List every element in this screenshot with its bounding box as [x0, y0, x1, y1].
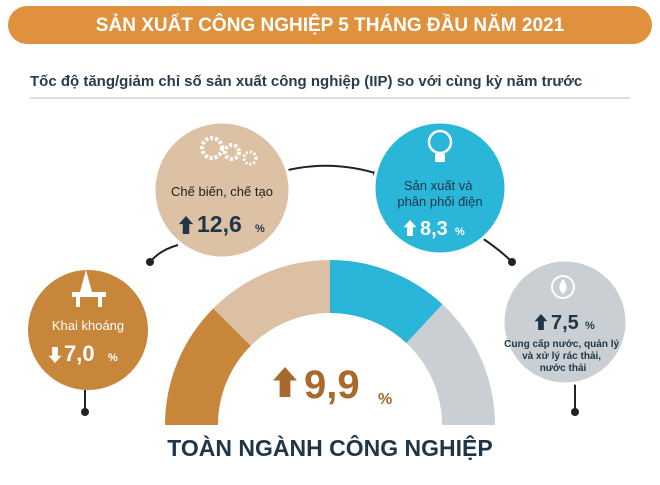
total-value: 9,9	[304, 363, 360, 407]
unit: %	[585, 320, 595, 332]
gauge	[165, 260, 495, 425]
gauge-segment	[213, 260, 330, 346]
sector-value-text: 12,6	[197, 211, 242, 237]
sector-name: Chế biến, chế tạo	[171, 184, 273, 199]
arrow-shape	[403, 220, 417, 236]
connector-dot	[81, 408, 89, 416]
sector-name: Cung cấp nước, quản lý và xử lý rác thải…	[504, 338, 622, 374]
connector-dot	[146, 258, 154, 266]
arrow-shape	[273, 367, 297, 397]
gauge-segment	[406, 304, 495, 425]
icon-drop	[551, 275, 575, 299]
gauge-segment	[165, 308, 251, 425]
connector-dot	[571, 408, 579, 416]
sector-name-line: phân phối điện	[397, 194, 482, 209]
icon-rig	[72, 270, 106, 307]
sector-name: Sản xuất và phân phối điện	[397, 178, 482, 209]
unit: %	[378, 391, 392, 408]
sector-circle	[372, 120, 508, 256]
trend-arrow	[534, 314, 548, 330]
sector-circle	[28, 270, 148, 390]
icon-gears	[200, 136, 258, 166]
header-bar	[8, 6, 652, 44]
connector-dot	[508, 258, 516, 266]
arrow-shape	[534, 314, 548, 330]
connector	[149, 244, 179, 263]
sector-value-text: 7,5	[551, 312, 579, 334]
arrow-shape	[48, 347, 62, 363]
sector-circle	[501, 258, 629, 386]
arrow-shape	[178, 216, 194, 234]
sector-value-text: 8,3	[420, 218, 448, 240]
unit: %	[108, 352, 118, 364]
trend-arrow	[48, 347, 62, 363]
sector-name-line: Sản xuất và	[404, 178, 473, 193]
unit: %	[455, 226, 465, 238]
trend-arrow	[273, 367, 297, 397]
trend-arrow	[403, 220, 417, 236]
sector-name-line: nước thải	[540, 363, 587, 374]
unit: %	[255, 223, 265, 235]
sector-name-line: Cung cấp nước, quản lý	[504, 338, 619, 350]
connector	[481, 237, 513, 263]
total-label: TOÀN NGÀNH CÔNG NGHIỆP	[167, 434, 492, 461]
subtitle: Tốc độ tăng/giảm chỉ số sản xuất công ng…	[30, 73, 582, 90]
header-title: SẢN XUẤT CÔNG NGHIỆP 5 THÁNG ĐẦU NĂM 202…	[96, 14, 565, 36]
gauge-segment	[330, 260, 443, 344]
sector-value: 7,0 %	[48, 341, 118, 366]
sector-name-line: và xử lý rác thải,	[522, 351, 601, 362]
icon-bulb	[427, 129, 453, 162]
trend-arrow	[178, 216, 194, 234]
sector-name: Khai khoáng	[52, 318, 124, 333]
sector-value-text: 7,0	[64, 341, 95, 366]
